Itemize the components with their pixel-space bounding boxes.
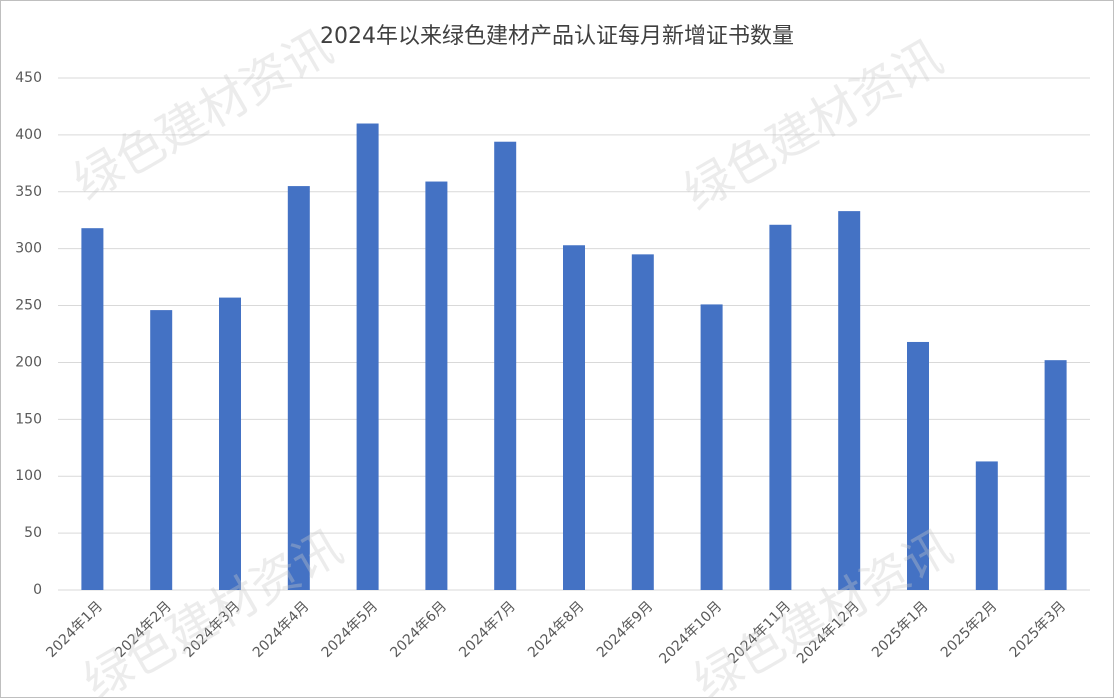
bar [356,123,379,590]
bar [631,254,654,590]
bar [494,141,517,590]
y-tick-label: 250 [15,298,42,314]
bar [907,341,929,590]
y-tick-label: 450 [15,70,42,86]
y-tick-label: 0 [33,582,42,598]
bar [219,297,241,590]
y-tick-label: 50 [24,525,42,541]
bar [563,245,585,590]
y-tick-label: 150 [15,411,42,427]
bar [287,186,310,591]
bar [81,228,104,591]
bar [769,224,792,591]
bar [150,310,173,590]
bar [838,211,861,590]
y-tick-label: 300 [15,241,42,257]
bar [975,461,998,590]
bar [1044,360,1067,590]
y-tick-label: 400 [15,127,42,143]
bar [425,181,448,590]
y-tick-label: 350 [15,184,42,200]
chart-title: 2024年以来绿色建材产品认证每月新增证书数量 [320,24,794,49]
y-tick-label: 100 [15,468,42,484]
y-tick-label: 200 [15,354,42,370]
bar [700,304,723,590]
